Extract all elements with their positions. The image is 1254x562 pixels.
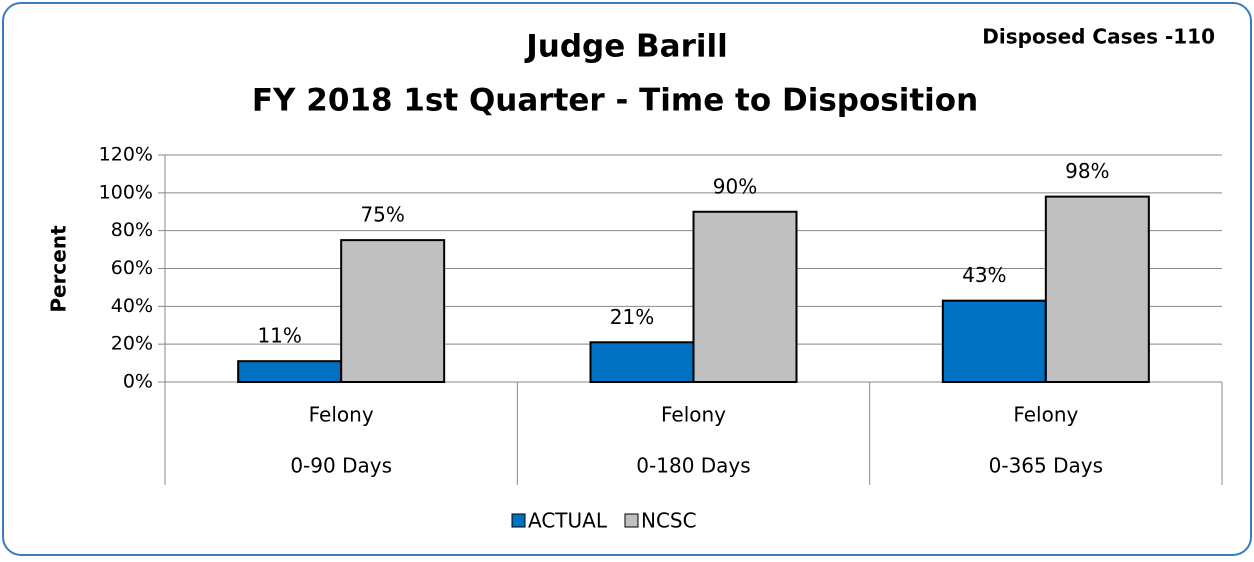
- legend-label: NCSC: [641, 509, 697, 533]
- chart-title: Judge Barill: [524, 29, 728, 65]
- bar: [692, 210, 798, 383]
- x-tick-label: Felony: [661, 403, 726, 427]
- data-label: 98%: [1065, 159, 1109, 183]
- y-tick-label: 100%: [99, 181, 153, 203]
- chart-title: FY 2018 1st Quarter - Time to Dispositio…: [252, 83, 978, 119]
- bar: [941, 299, 1047, 383]
- x-tick-label: Felony: [309, 403, 374, 427]
- data-label: 43%: [962, 263, 1006, 287]
- y-tick-label: 60%: [111, 257, 153, 279]
- bar: [340, 239, 446, 383]
- data-label: 11%: [257, 324, 301, 348]
- y-tick-label: 120%: [99, 144, 153, 166]
- data-label: 90%: [713, 174, 757, 198]
- x-tick-label: Felony: [1013, 403, 1078, 427]
- legend-label: ACTUAL: [528, 509, 608, 533]
- x-tick-label: 0-180 Days: [636, 454, 750, 478]
- y-tick-label: 80%: [111, 219, 153, 241]
- bar: [1044, 195, 1150, 383]
- data-label: 21%: [610, 305, 654, 329]
- annotation: Disposed Cases -110: [982, 25, 1215, 49]
- y-tick-label: 0%: [123, 371, 153, 393]
- x-tick-label: 0-365 Days: [989, 454, 1103, 478]
- legend-swatch: [511, 513, 526, 528]
- data-label: 75%: [360, 203, 404, 227]
- y-tick-label: 20%: [111, 333, 153, 355]
- bar: [589, 341, 695, 383]
- bar: [237, 360, 343, 384]
- y-axis-label: Percent: [47, 225, 71, 313]
- legend-swatch: [624, 513, 639, 528]
- y-tick-label: 40%: [111, 295, 153, 317]
- x-tick-label: 0-90 Days: [290, 454, 392, 478]
